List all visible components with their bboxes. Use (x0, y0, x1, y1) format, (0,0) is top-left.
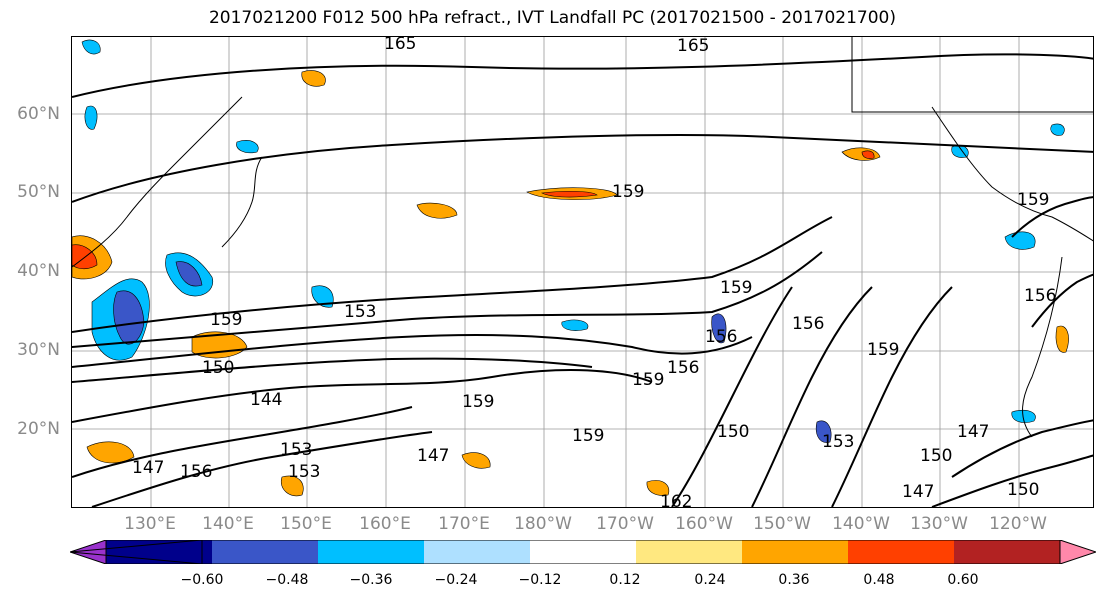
contour-label: 156 (667, 358, 699, 378)
lon-label-180w: 180°W (514, 514, 572, 534)
lon-label-170e: 170°E (438, 514, 490, 534)
contour-label: 159 (572, 426, 604, 446)
colorbar-outline (105, 540, 1061, 564)
contour-label: 156 (1024, 286, 1056, 306)
contour-label: 144 (250, 390, 282, 410)
refractivity-contours (72, 53, 1093, 507)
lon-label-150e: 150°E (280, 514, 332, 534)
lon-label-130e: 130°E (124, 514, 176, 534)
lon-label-120w: 120°W (989, 514, 1047, 534)
colorbar-segments (70, 540, 1096, 564)
lat-label-30n: 30°N (17, 340, 60, 360)
contour-label: 153 (280, 440, 312, 460)
colorbar-segment (424, 540, 530, 564)
contour-label: 159 (720, 278, 752, 298)
lon-label-140w: 140°W (832, 514, 890, 534)
lon-label-130w: 130°W (910, 514, 968, 534)
contour-label: 156 (705, 327, 737, 347)
contour-label: 165 (384, 37, 416, 54)
colorbar-tick: 0.12 (609, 572, 641, 588)
contour-label: 165 (677, 37, 709, 56)
lon-label-150w: 150°W (753, 514, 811, 534)
colorbar-tick: 0.48 (863, 572, 895, 588)
contour-label: 150 (202, 358, 234, 378)
coastlines (72, 37, 1093, 438)
contour-label-group: 165 165 159 159 159 153 150 144 147 156 … (132, 37, 1056, 508)
colorbar-tick: 0.36 (778, 572, 810, 588)
colorbar-segment (212, 540, 318, 564)
colorbar-segment (954, 540, 1060, 564)
lat-label-20n: 20°N (17, 419, 60, 439)
lon-label-140e: 140°E (202, 514, 254, 534)
contour-label: 150 (920, 446, 952, 466)
colorbar-segment (318, 540, 424, 564)
contour-label: 156 (792, 314, 824, 334)
colorbar (70, 540, 1096, 564)
contour-label: 156 (180, 462, 212, 482)
lat-label-40n: 40°N (17, 261, 60, 281)
map-title: 2017021200 F012 500 hPa refract., IVT La… (208, 8, 896, 28)
contour-label: 159 (632, 370, 664, 390)
anomaly-fill-negative (81, 39, 1065, 443)
contour-label: 159 (867, 340, 899, 360)
contour-label: 147 (417, 446, 449, 466)
lat-label-50n: 50°N (17, 182, 60, 202)
lon-label-160w: 160°W (675, 514, 733, 534)
colorbar-tick: −0.60 (180, 572, 224, 588)
contour-label: 159 (210, 310, 242, 330)
contour-label: 153 (344, 302, 376, 322)
colorbar-tick: −0.12 (518, 572, 562, 588)
contour-label: 150 (717, 422, 749, 442)
colorbar-tick: −0.36 (349, 572, 393, 588)
map-canvas: 165 165 159 159 159 153 150 144 147 156 … (72, 37, 1093, 508)
anomaly-fill-positive (72, 70, 1069, 497)
contour-label: 159 (462, 392, 494, 412)
colorbar-segment (848, 540, 954, 564)
contour-label: 153 (822, 432, 854, 452)
contour-label: 150 (1007, 480, 1039, 500)
lon-label-170w: 170°W (596, 514, 654, 534)
colorbar-tick: −0.24 (434, 572, 478, 588)
contour-label: 162 (660, 492, 692, 508)
colorbar-tick: −0.48 (265, 572, 309, 588)
colorbar-segment (742, 540, 848, 564)
colorbar-segment (530, 540, 636, 564)
colorbar-segment (636, 540, 742, 564)
contour-label: 147 (902, 482, 934, 502)
lon-label-160e: 160°E (359, 514, 411, 534)
contour-label: 147 (132, 458, 164, 478)
map-panel: 165 165 159 159 159 153 150 144 147 156 … (71, 36, 1094, 508)
lat-label-60n: 60°N (17, 104, 60, 124)
contour-label: 159 (612, 182, 644, 202)
colorbar-tick: 0.24 (694, 572, 726, 588)
colorbar-tick: 0.60 (947, 572, 979, 588)
contour-label: 159 (1017, 190, 1049, 210)
contour-label: 153 (288, 462, 320, 482)
contour-label: 147 (957, 422, 989, 442)
colorbar-max-extend (1059, 540, 1096, 564)
